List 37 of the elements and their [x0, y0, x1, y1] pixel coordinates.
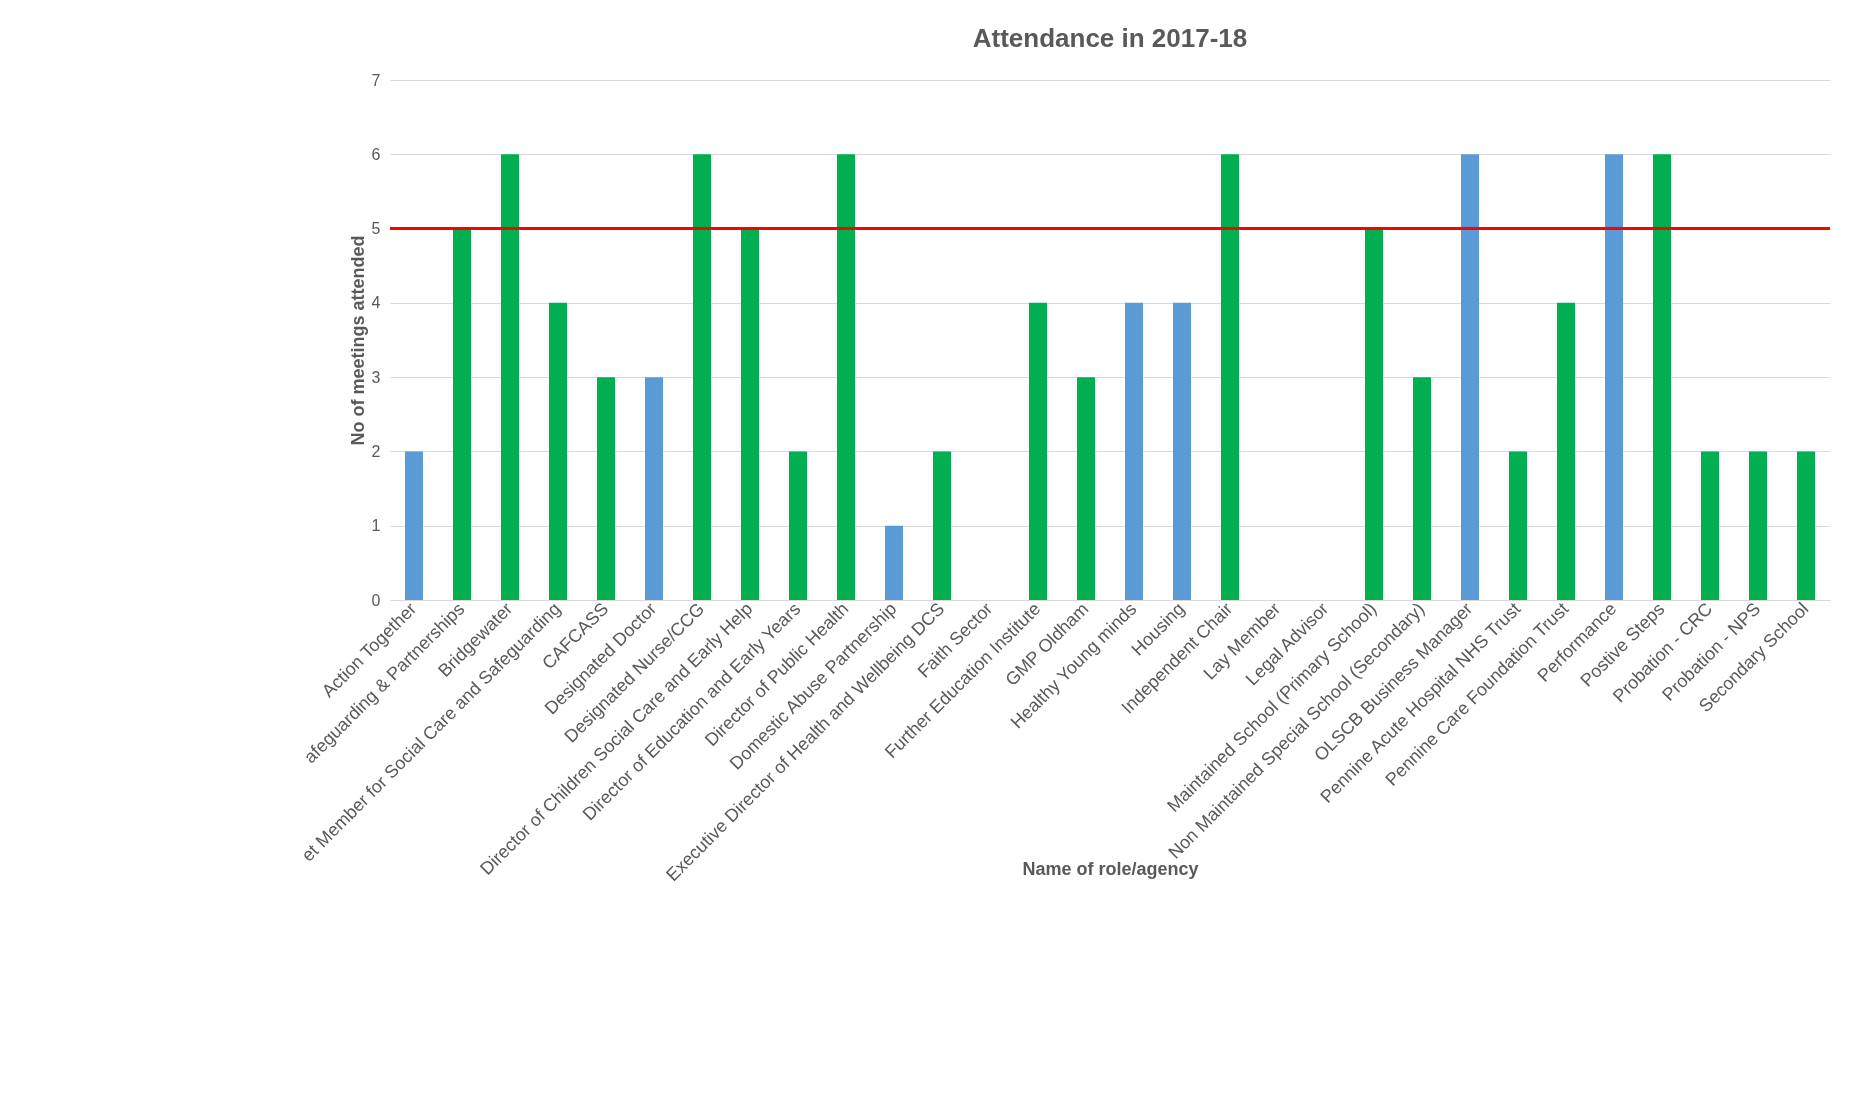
bar	[741, 228, 759, 600]
bar	[1077, 377, 1095, 600]
bar	[1701, 451, 1719, 600]
bar	[1125, 302, 1143, 600]
bar	[1605, 154, 1623, 600]
bar	[1365, 228, 1383, 600]
y-tick-label: 3	[371, 368, 381, 386]
bar	[549, 302, 567, 600]
y-tick-label: 2	[371, 442, 381, 460]
bar	[405, 451, 423, 600]
bar	[1797, 451, 1815, 600]
bar	[789, 451, 807, 600]
bar	[501, 154, 519, 600]
y-tick-label: 1	[371, 517, 381, 535]
bar	[693, 154, 711, 600]
y-axis-title: No of meetings attended	[347, 235, 368, 446]
chart-title: Attendance in 2017-18	[972, 23, 1248, 53]
bar	[597, 377, 615, 600]
y-tick-label: 6	[371, 145, 381, 163]
bar	[1557, 302, 1575, 600]
bar	[453, 228, 471, 600]
bar	[1749, 451, 1767, 600]
bar	[933, 451, 951, 600]
y-tick-label: 4	[371, 294, 381, 312]
bar	[885, 525, 903, 600]
bar	[1173, 302, 1191, 600]
bar	[1413, 377, 1431, 600]
bar	[1221, 154, 1239, 600]
y-tick-label: 7	[371, 71, 381, 89]
x-axis-title: Name of role/agency	[1022, 858, 1199, 879]
bar	[1653, 154, 1671, 600]
bar	[1461, 154, 1479, 600]
y-tick-label: 5	[371, 220, 381, 238]
bar	[837, 154, 855, 600]
bar	[645, 377, 663, 600]
bar	[1509, 451, 1527, 600]
bar	[1029, 302, 1047, 600]
